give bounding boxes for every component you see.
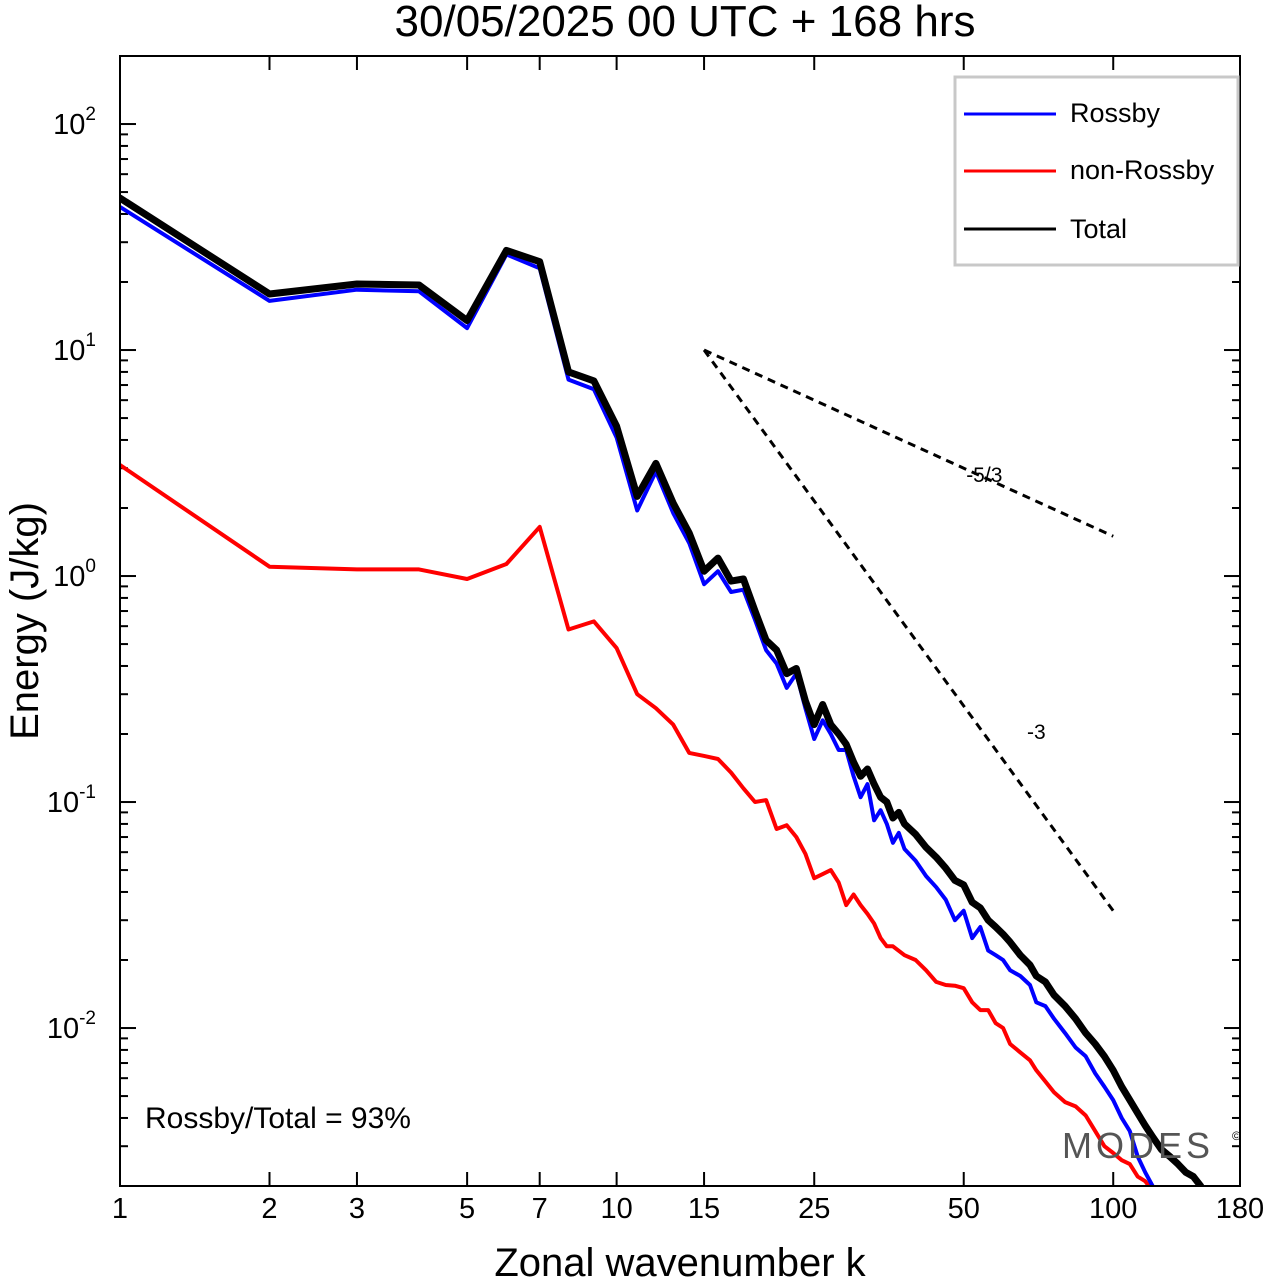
- y-tick-base: 10: [53, 109, 85, 141]
- x-tick-label: 7: [532, 1193, 548, 1225]
- x-tick-label: 25: [798, 1193, 830, 1225]
- x-tick-label: 2: [261, 1193, 277, 1225]
- modes-watermark: MODES: [1062, 1125, 1214, 1166]
- series-lines: [120, 194, 1205, 1186]
- y-tick-base: 10: [47, 1013, 79, 1045]
- series-line-total: [120, 194, 1205, 1186]
- rossby-total-ratio: Rossby/Total = 93%: [145, 1102, 411, 1135]
- y-tick-base: 10: [53, 335, 85, 367]
- x-tick-label: 15: [688, 1193, 720, 1225]
- reference-line-slope: [703, 348, 1114, 538]
- legend-label-total: Total: [1070, 214, 1127, 244]
- legend-label-rossby: Rossby: [1070, 98, 1161, 128]
- plot-frame: [119, 55, 1241, 1187]
- y-tick-exponent: 2: [85, 104, 96, 125]
- plot-area: -5/3 -3: [120, 194, 1205, 1186]
- x-tick-label: 3: [349, 1193, 365, 1225]
- chart-title: 30/05/2025 00 UTC + 168 hrs: [395, 0, 976, 46]
- y-tick-label: 100: [53, 556, 96, 593]
- series-line-rossby: [120, 204, 1155, 1186]
- y-tick-label: 102: [53, 104, 96, 141]
- x-tick-label: 5: [459, 1193, 475, 1225]
- y-tick-exponent: 1: [85, 330, 96, 351]
- y-tick-label: 10-1: [47, 782, 96, 819]
- x-tick-label: 100: [1089, 1193, 1137, 1225]
- reference-line-label: -5/3: [966, 464, 1002, 487]
- legend: Rossby non-Rossby Total: [953, 75, 1240, 267]
- y-tick-base: 10: [53, 561, 85, 593]
- x-tick-label: 10: [600, 1193, 632, 1225]
- x-tick-label: 1: [112, 1193, 128, 1225]
- y-axis-label: Energy (J/kg): [3, 502, 47, 740]
- y-tick-label: 101: [53, 330, 96, 367]
- x-tick-label: 180: [1216, 1193, 1264, 1225]
- series-line-non-rossby: [120, 463, 1151, 1186]
- legend-label-non-rossby: non-Rossby: [1070, 155, 1215, 185]
- reference-line-label: -3: [1027, 721, 1046, 744]
- y-tick-exponent: -2: [79, 1008, 96, 1029]
- y-tick-label: 10-2: [47, 1008, 96, 1045]
- x-tick-label: 50: [948, 1193, 980, 1225]
- x-axis-label: Zonal wavenumber k: [494, 1241, 866, 1281]
- reference-line-slope: [702, 349, 1115, 912]
- y-tick-exponent: 0: [85, 556, 96, 577]
- y-tick-base: 10: [47, 787, 79, 819]
- y-tick-exponent: -1: [79, 782, 96, 803]
- reference-slopes: -5/3 -3: [702, 348, 1115, 912]
- watermark-copyright-mark: ©: [1232, 1129, 1241, 1143]
